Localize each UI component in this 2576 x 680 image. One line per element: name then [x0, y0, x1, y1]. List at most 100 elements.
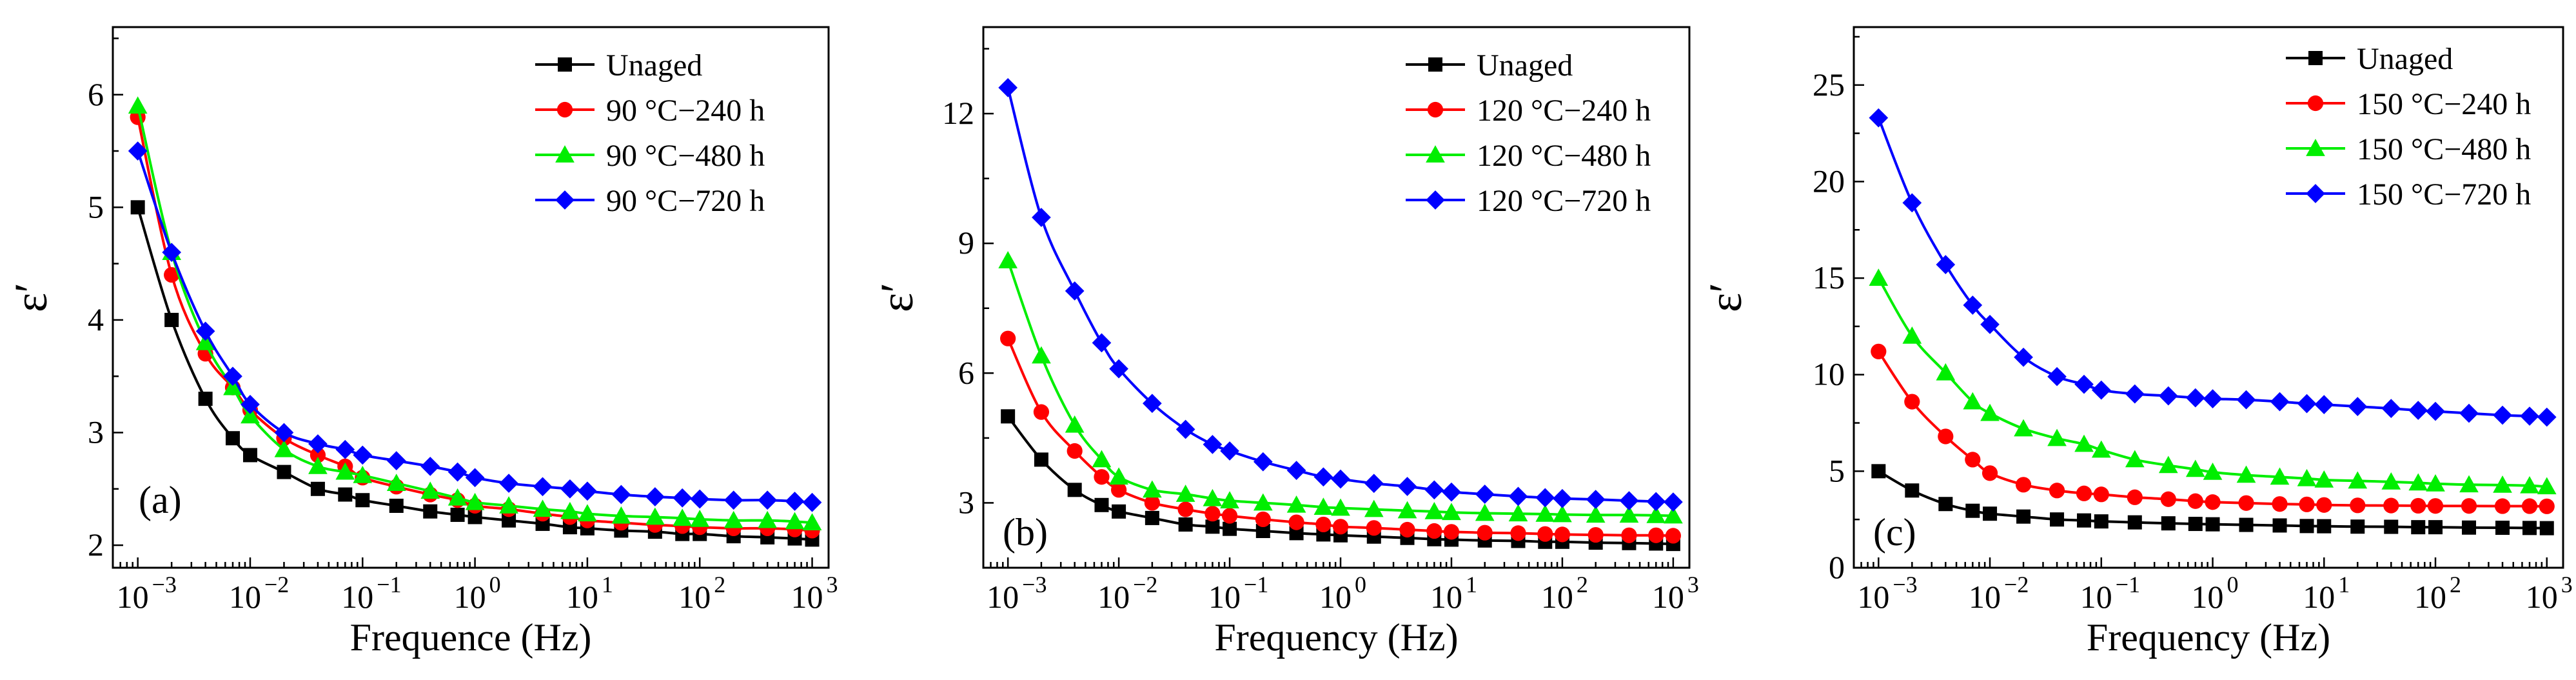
- y-axis-label: ε′: [871, 283, 923, 312]
- plot-frame: [1853, 26, 2564, 569]
- x-tick-label: 10: [2414, 579, 2446, 615]
- data-point: [802, 513, 822, 531]
- data-point: [338, 487, 353, 502]
- series-2: [1871, 343, 2555, 514]
- data-point: [310, 481, 325, 496]
- data-point: [1175, 485, 1195, 502]
- data-point: [2185, 388, 2205, 408]
- data-point: [2093, 486, 2109, 503]
- data-point: [1869, 108, 1889, 128]
- data-point: [2158, 455, 2178, 474]
- data-point: [2161, 516, 2176, 531]
- y-tick-label: 3: [88, 414, 104, 450]
- data-point: [2047, 428, 2067, 446]
- data-point: [1203, 435, 1223, 454]
- data-point: [2462, 520, 2477, 535]
- x-tick-label: 10: [1430, 579, 1462, 615]
- series-4: [1869, 108, 2557, 427]
- x-tick-exponent: −3: [1022, 572, 1047, 597]
- data-point: [1065, 415, 1085, 433]
- legend-marker: [2306, 184, 2325, 203]
- x-tick-label: 10: [678, 579, 711, 615]
- data-point: [1664, 506, 1683, 524]
- data-point: [1203, 488, 1223, 506]
- data-point: [465, 468, 485, 488]
- data-point: [1220, 491, 1239, 508]
- data-point: [1286, 461, 1306, 481]
- data-point: [1331, 498, 1350, 516]
- data-point: [2350, 519, 2365, 534]
- data-point: [611, 506, 631, 524]
- data-point: [2384, 519, 2399, 534]
- data-point: [162, 243, 181, 263]
- data-point: [2493, 405, 2512, 425]
- y-tick-label: 12: [942, 95, 974, 131]
- data-point: [2410, 497, 2426, 514]
- data-point: [1397, 477, 1417, 496]
- data-point: [1067, 443, 1083, 459]
- x-tick-exponent: −3: [1893, 572, 1917, 597]
- data-point: [645, 487, 665, 506]
- data-point: [335, 462, 355, 480]
- data-point: [1508, 504, 1528, 522]
- y-tick-label: 20: [1813, 163, 1845, 199]
- data-point: [1144, 495, 1160, 511]
- data-point: [420, 457, 440, 476]
- data-point: [1938, 428, 1954, 445]
- data-point: [1980, 403, 2000, 421]
- legend-entry: 90 °C−480 h: [606, 139, 765, 173]
- data-point: [353, 445, 373, 465]
- x-tick-exponent: 0: [2227, 572, 2239, 597]
- data-point: [1094, 469, 1110, 485]
- data-point: [2317, 519, 2332, 534]
- data-point: [1288, 514, 1304, 530]
- data-point: [1938, 497, 1953, 512]
- data-point: [533, 499, 553, 517]
- data-point: [2187, 493, 2203, 509]
- data-point: [164, 312, 179, 327]
- data-point: [1905, 483, 1920, 498]
- data-point: [2236, 390, 2256, 410]
- data-point: [2236, 465, 2256, 483]
- data-point: [2077, 513, 2092, 528]
- x-tick-label: 10: [1097, 579, 1130, 615]
- data-point: [2270, 467, 2290, 485]
- data-point: [1112, 504, 1126, 519]
- data-point: [998, 251, 1018, 268]
- data-point: [2426, 474, 2445, 492]
- y-tick-label: 0: [1829, 549, 1845, 585]
- series-3: [1869, 268, 2557, 495]
- x-tick-exponent: 2: [2450, 572, 2461, 597]
- data-point: [1963, 295, 1983, 315]
- x-tick-exponent: 2: [714, 572, 725, 597]
- data-point: [241, 395, 260, 414]
- data-point: [2537, 407, 2557, 427]
- data-point: [1000, 330, 1016, 346]
- data-point: [2411, 520, 2426, 535]
- data-point: [1143, 480, 1162, 498]
- data-point: [467, 510, 482, 525]
- data-point: [1092, 333, 1112, 353]
- data-point: [2459, 403, 2479, 423]
- data-point: [2205, 517, 2220, 532]
- data-point: [2205, 494, 2221, 510]
- legend-marker: [1426, 145, 1445, 163]
- data-point: [1177, 501, 1194, 517]
- data-point: [1331, 469, 1350, 489]
- data-point: [533, 477, 553, 497]
- data-point: [1871, 464, 1886, 479]
- data-point: [1109, 467, 1128, 485]
- y-tick-label: 4: [88, 301, 104, 337]
- data-point: [2539, 521, 2554, 535]
- data-point: [450, 507, 465, 522]
- series-4: [128, 141, 822, 512]
- data-point: [1902, 193, 1922, 213]
- y-tick-label: 10: [1813, 356, 1845, 392]
- data-point: [1983, 506, 1998, 521]
- x-tick-label: 10: [229, 579, 261, 615]
- legend-marker: [1428, 57, 1442, 72]
- data-point: [1175, 419, 1195, 439]
- legend-entry: 150 °C−480 h: [2357, 132, 2531, 166]
- data-point: [1621, 527, 1637, 543]
- x-tick-exponent: 3: [2561, 572, 2573, 597]
